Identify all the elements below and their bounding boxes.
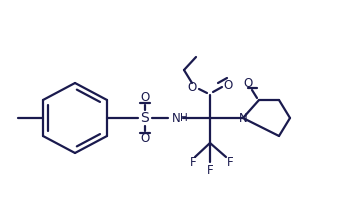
Text: O: O	[187, 81, 197, 94]
Text: O: O	[141, 132, 150, 145]
Text: N: N	[239, 111, 247, 124]
Text: H: H	[180, 113, 188, 123]
Text: O: O	[141, 90, 150, 103]
Text: F: F	[190, 157, 196, 170]
Text: F: F	[227, 157, 233, 170]
Text: O: O	[223, 78, 232, 91]
Text: N: N	[172, 111, 180, 124]
Text: F: F	[207, 164, 213, 177]
Text: O: O	[243, 76, 253, 89]
Text: S: S	[141, 111, 149, 125]
